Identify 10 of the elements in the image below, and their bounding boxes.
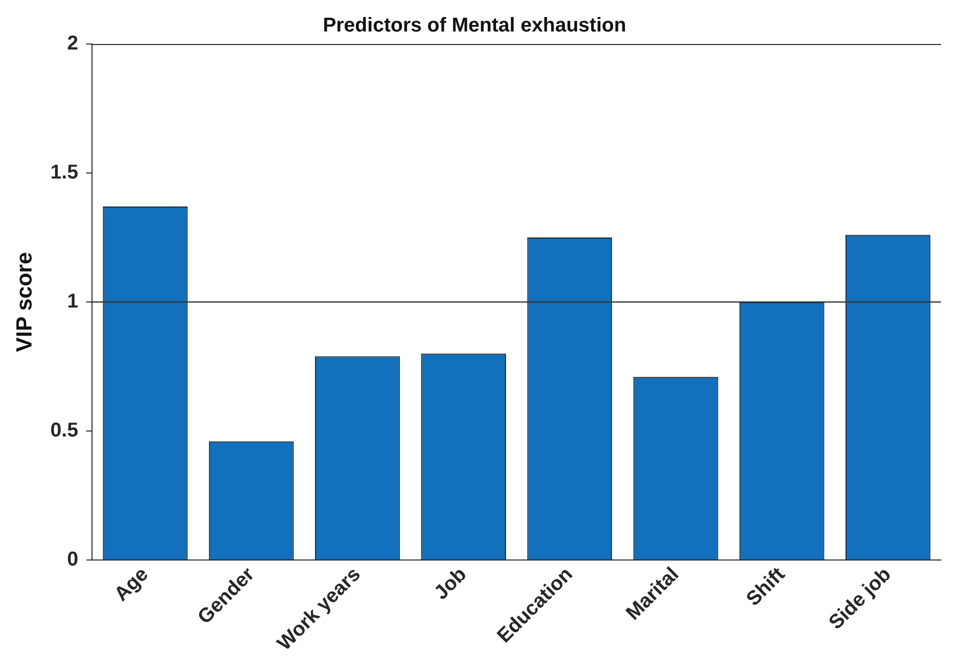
y-tick-label: 0 (67, 548, 78, 571)
chart-title: Predictors of Mental exhaustion (322, 14, 626, 37)
y-tick-label: 0.5 (50, 420, 78, 442)
x-tick-label: Age (110, 563, 153, 606)
y-tick-label: 2 (67, 32, 78, 55)
y-tick-label: 1.5 (50, 162, 78, 184)
y-axis-title: VIP score (11, 252, 36, 352)
x-tick-label: Job (430, 563, 471, 604)
y-tick-label: 1 (67, 290, 78, 313)
x-tick-label: Side job (824, 563, 896, 634)
